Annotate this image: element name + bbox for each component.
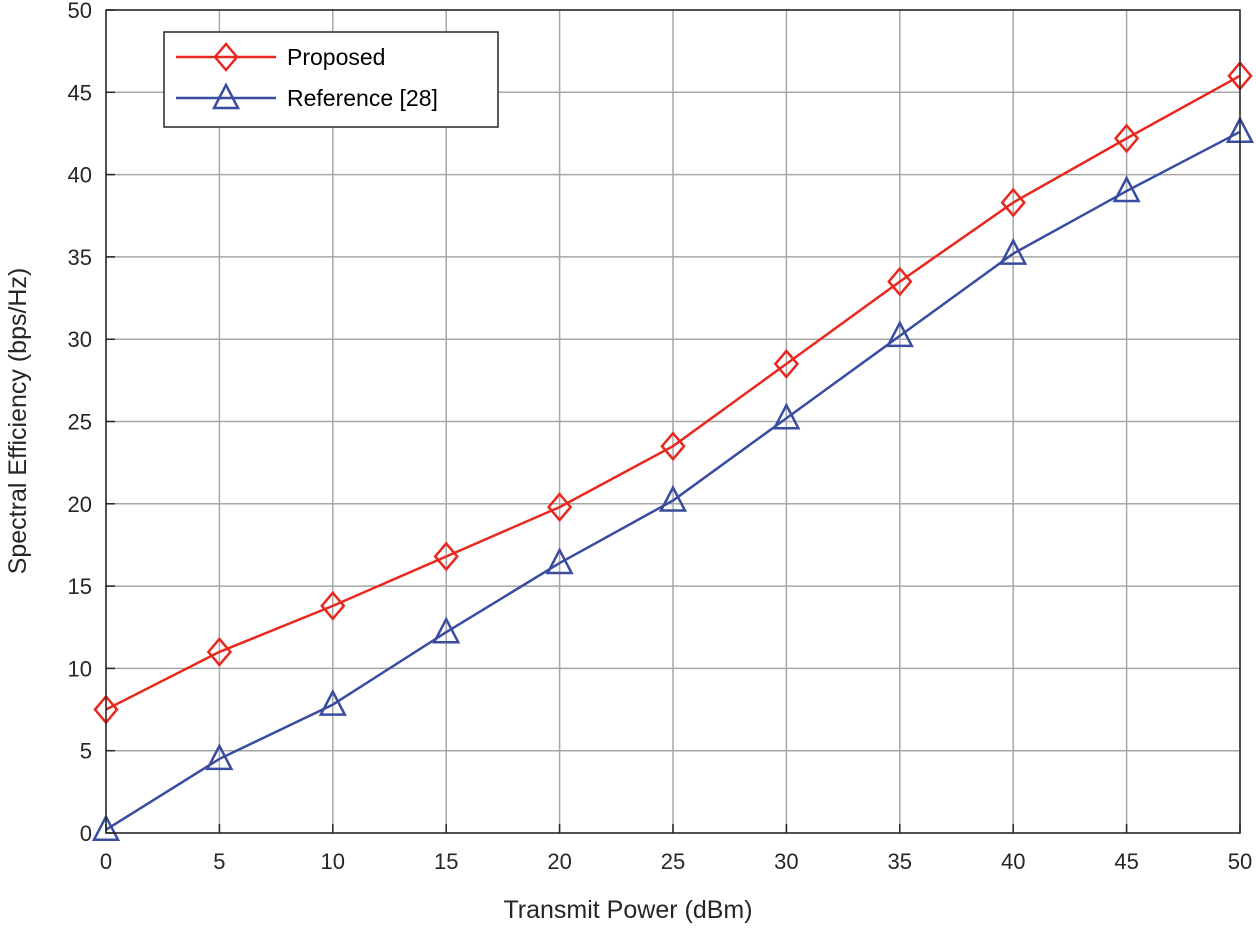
diamond-marker [206, 637, 233, 667]
diamond-marker [320, 590, 346, 621]
diamond-marker [546, 492, 573, 523]
y-tick-label: 30 [68, 327, 92, 352]
triangle-marker [999, 237, 1028, 265]
triangle-marker [545, 547, 574, 575]
y-tick-label: 35 [68, 245, 92, 270]
plot-series [91, 60, 1255, 841]
axis-ticks: 0 5 10 15 20 25 30 35 40 45 50 0 5 10 15 20 25 30 35 40 45 50 [68, 0, 1253, 874]
triangle-marker [91, 814, 121, 841]
y-tick-label: 20 [68, 492, 92, 517]
legend-entries: Proposed Reference [28] [176, 42, 438, 111]
diamond-marker [660, 431, 686, 462]
triangle-marker [885, 320, 914, 348]
grid-lines [105, 9, 1241, 834]
y-tick-label: 5 [80, 739, 92, 764]
y-axis-label: Spectral Efficiency (bps/Hz) [4, 268, 32, 575]
triangle-marker [318, 688, 347, 716]
legend-diamond-marker [213, 42, 239, 72]
y-tick-label: 25 [68, 410, 92, 435]
x-tick-label: 35 [888, 849, 912, 874]
diamond-marker [433, 541, 459, 572]
triangle-marker [772, 402, 801, 430]
diamond-marker [1113, 123, 1140, 154]
series-line [105, 130, 1241, 831]
legend-box [163, 31, 499, 128]
y-tick-label: 15 [68, 574, 92, 599]
y-tick-label: 50 [68, 0, 92, 23]
y-tick-label: 40 [68, 163, 92, 188]
series-line [105, 74, 1241, 711]
legend-triangle-marker [211, 82, 241, 110]
x-tick-label: 10 [321, 849, 345, 874]
x-tick-label: 45 [1114, 849, 1138, 874]
legend-entry: Reference [28] [176, 82, 438, 111]
x-tick-label: 0 [100, 849, 112, 874]
y-tick-label: 45 [68, 80, 92, 105]
x-tick-label: 25 [661, 849, 685, 874]
triangle-marker [432, 616, 461, 644]
series-1 [91, 116, 1255, 841]
x-tick-label: 30 [774, 849, 798, 874]
diamond-marker [1000, 187, 1026, 218]
x-tick-label: 20 [547, 849, 571, 874]
legend-entry: Proposed [176, 42, 385, 72]
legend-label: Proposed [287, 44, 385, 70]
triangle-marker [1112, 175, 1141, 203]
x-tick-label: 40 [1001, 849, 1025, 874]
x-tick-label: 5 [213, 849, 225, 874]
y-tick-label: 0 [80, 821, 92, 846]
legend-label: Reference [28] [287, 85, 438, 111]
legend: Proposed Reference [28] [163, 31, 499, 128]
diamond-marker [887, 266, 913, 297]
x-tick-label: 50 [1228, 849, 1252, 874]
triangle-marker [205, 743, 234, 771]
x-axis-label: Transmit Power (dBm) [503, 896, 752, 924]
x-tick-label: 15 [434, 849, 458, 874]
triangle-marker [658, 484, 688, 512]
diamond-marker [773, 348, 800, 379]
y-tick-label: 10 [68, 656, 92, 681]
